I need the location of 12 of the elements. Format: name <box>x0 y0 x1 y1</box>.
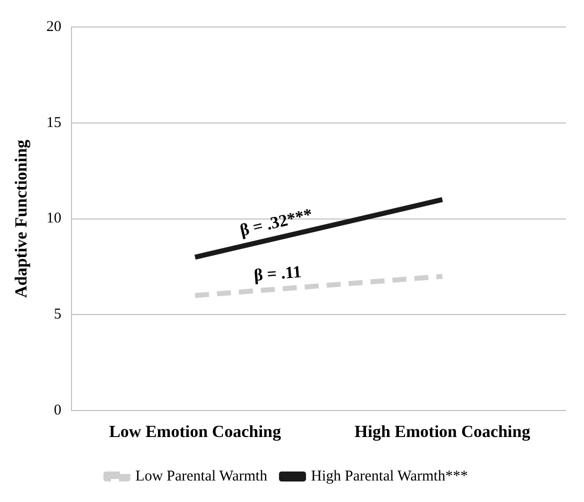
x-tick-label: High Emotion Coaching <box>354 422 531 442</box>
annotation: β = .11 <box>253 262 302 285</box>
annotation: β = .32*** <box>238 204 314 240</box>
y-tick-label: 20 <box>46 18 62 35</box>
y-tick-label: 5 <box>54 306 62 323</box>
legend-label: High Parental Warmth*** <box>311 468 468 484</box>
y-axis-title: Adaptive Functioning <box>12 139 31 298</box>
legend-label: Low Parental Warmth <box>135 468 268 484</box>
y-tick-label: 15 <box>46 114 62 131</box>
y-tick-label: 0 <box>54 402 62 419</box>
y-tick-label: 10 <box>46 210 62 227</box>
x-tick-label: Low Emotion Coaching <box>109 422 282 442</box>
